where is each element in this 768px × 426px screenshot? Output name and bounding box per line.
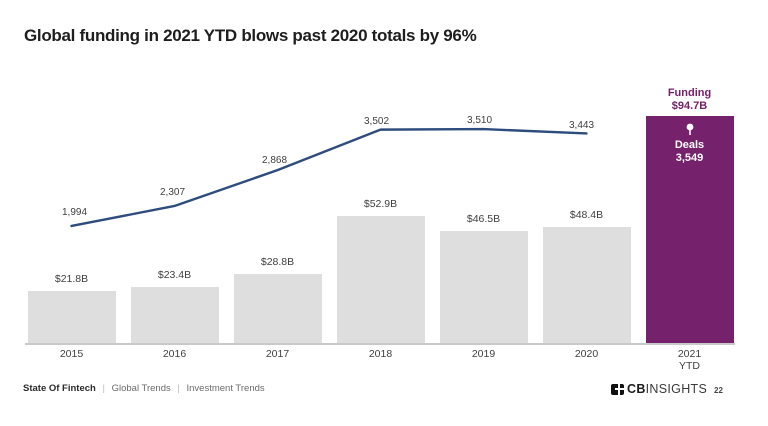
x-axis-tick-label: 2016: [162, 348, 187, 360]
x-axis-tick-label: 2019: [471, 348, 496, 360]
cbinsights-brand: CBINSIGHTS: [611, 382, 707, 396]
cbinsights-logo-text: CBINSIGHTS: [627, 382, 708, 396]
breadcrumb-section: State Of Fintech: [23, 383, 96, 394]
cbinsights-logo-icon: [611, 383, 624, 395]
bar-2018: [336, 216, 425, 343]
breadcrumb-item-investment-trends: Investment Trends: [186, 383, 265, 394]
page-number: 22: [714, 386, 723, 395]
breadcrumb-item-global-trends: Global Trends: [111, 383, 171, 394]
bar-2016: [130, 286, 219, 343]
bar-2017: [233, 273, 322, 343]
bar-value-label: $21.8B: [54, 272, 89, 285]
deals-point-label: 3,510: [466, 115, 493, 127]
funding-annotation-label: Funding: [667, 87, 712, 99]
x-axis-tick-label: 2018: [368, 348, 393, 360]
bar-value-label: $52.9B: [363, 198, 398, 211]
x-axis-line: [25, 343, 735, 345]
deals-point-label: 2,868: [261, 155, 288, 167]
deals-point-label: 2,307: [159, 186, 186, 198]
breadcrumb-separator: |: [102, 383, 105, 394]
x-axis-tick-label: 2015: [59, 348, 84, 360]
x-axis-tick-label: 2021 YTD: [677, 348, 702, 372]
deals-annotation: Deals 3,549: [642, 139, 738, 165]
deals-line: [70, 127, 588, 228]
x-axis-tick-label: 2017: [265, 348, 290, 360]
bar-2020: [542, 226, 631, 343]
deals-point-label: 3,502: [363, 115, 390, 127]
bar-value-label: $28.8B: [260, 255, 295, 268]
x-axis-tick-label: 2020: [574, 348, 599, 360]
bar-2021: [645, 115, 734, 343]
bar-value-label: $23.4B: [157, 268, 192, 281]
page-title: Global funding in 2021 YTD blows past 20…: [24, 26, 477, 45]
bar-value-label: $48.4B: [569, 208, 604, 221]
breadcrumb-separator: |: [177, 383, 180, 394]
deals-annotation-value: 3,549: [675, 152, 704, 164]
deals-point-label: 3,443: [568, 120, 595, 132]
bar-2019: [439, 231, 528, 343]
funding-annotation: Funding $94.7B: [642, 87, 738, 112]
funding-annotation-value: $94.7B: [671, 99, 708, 112]
deals-annotation-label: Deals: [674, 139, 705, 151]
bar-2015: [27, 290, 116, 343]
footer: State Of Fintech | Global Trends | Inves…: [0, 378, 768, 402]
breadcrumb: State Of Fintech | Global Trends | Inves…: [23, 383, 265, 394]
deals-point-label: 1,994: [61, 206, 88, 218]
pin-icon: [642, 123, 738, 141]
bar-value-label: $46.5B: [466, 213, 501, 226]
